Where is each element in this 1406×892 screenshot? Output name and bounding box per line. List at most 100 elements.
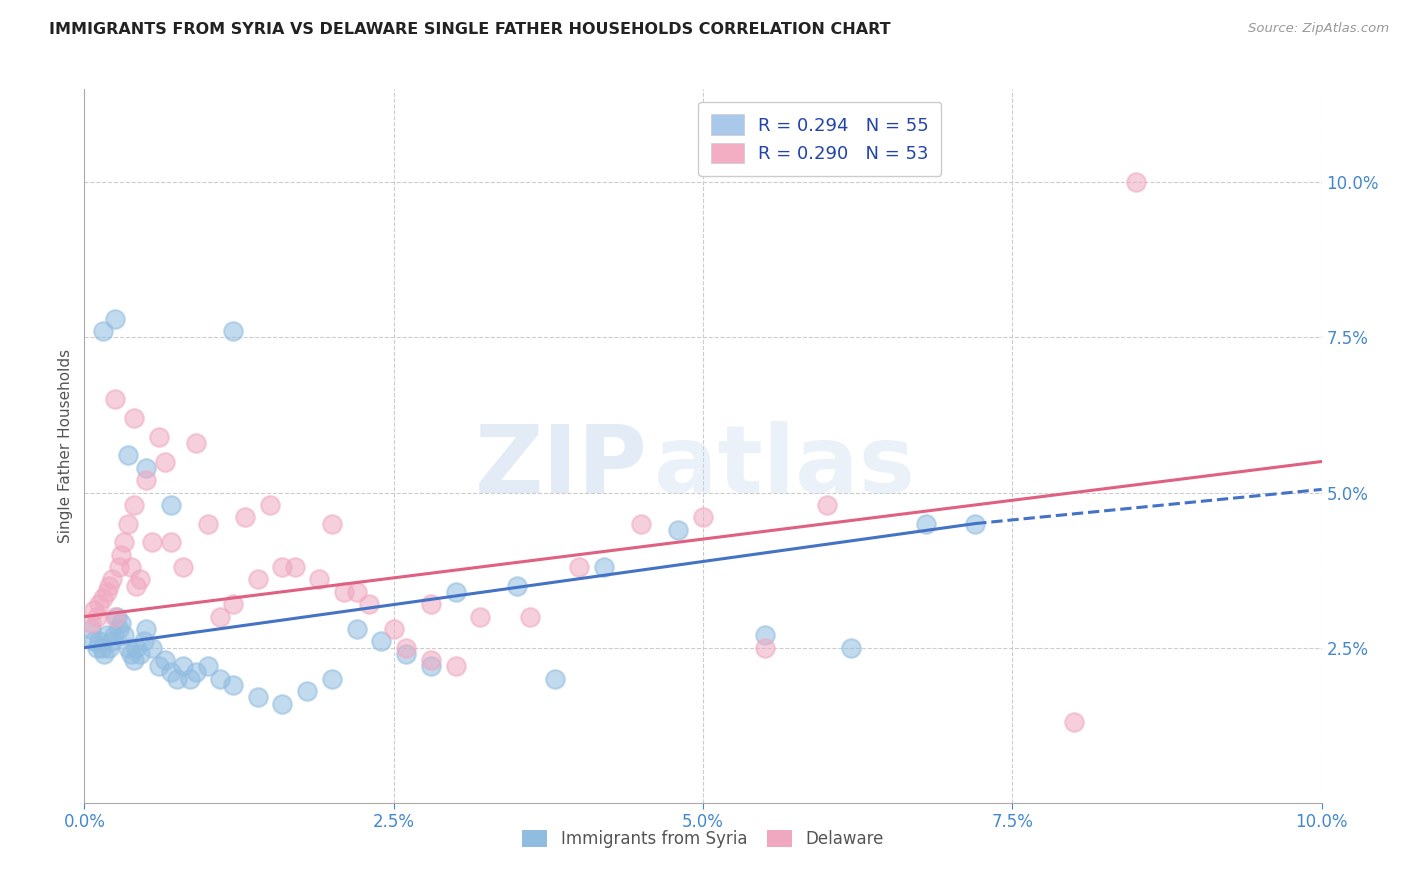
Point (841, 640, 863, 655)
Point (333, 584, 356, 599)
Point (179, 672, 201, 686)
Point (98, 579, 121, 593)
Point (630, 516, 652, 531)
Point (568, 560, 591, 574)
Point (89, 634, 111, 648)
Point (105, 609, 128, 624)
Y-axis label: Single Father Households: Single Father Households (58, 349, 73, 543)
Point (122, 411, 145, 425)
Point (125, 640, 148, 655)
Point (1063, 715, 1085, 730)
Point (160, 535, 183, 549)
Point (86, 609, 108, 624)
Text: IMMIGRANTS FROM SYRIA VS DELAWARE SINGLE FATHER HOUSEHOLDS CORRELATION CHART: IMMIGRANTS FROM SYRIA VS DELAWARE SINGLE… (49, 22, 891, 37)
Point (148, 430, 170, 444)
Point (104, 311, 127, 326)
Point (295, 684, 318, 698)
Point (120, 647, 142, 661)
Point (271, 560, 294, 574)
Point (108, 622, 131, 636)
Point (593, 560, 616, 574)
Point (96, 628, 118, 642)
Point (1125, 175, 1147, 189)
Point (246, 690, 269, 705)
Point (184, 665, 207, 680)
Point (86, 640, 108, 655)
Text: Source: ZipAtlas.com: Source: ZipAtlas.com (1249, 22, 1389, 36)
Point (108, 560, 131, 574)
Point (153, 454, 176, 468)
Point (112, 535, 135, 549)
Point (100, 634, 122, 648)
Point (135, 622, 157, 636)
Point (382, 622, 405, 636)
Point (122, 653, 145, 667)
Point (444, 659, 467, 673)
Point (79, 615, 101, 630)
Point (110, 548, 132, 562)
Point (419, 659, 441, 673)
Point (83, 634, 105, 648)
Point (259, 498, 281, 512)
Point (117, 448, 139, 462)
Point (104, 392, 127, 407)
Point (135, 460, 157, 475)
Point (519, 609, 541, 624)
Point (98, 640, 121, 655)
Point (153, 653, 176, 667)
Point (965, 516, 987, 531)
Point (141, 535, 163, 549)
Point (321, 672, 343, 686)
Point (79, 622, 101, 636)
Point (125, 579, 148, 593)
Point (506, 579, 529, 593)
Point (209, 672, 232, 686)
Legend: Immigrants from Syria, Delaware: Immigrants from Syria, Delaware (516, 823, 890, 855)
Point (89, 597, 111, 611)
Point (166, 672, 188, 686)
Point (160, 498, 183, 512)
Point (122, 498, 145, 512)
Point (419, 597, 441, 611)
Point (197, 659, 219, 673)
Point (209, 609, 232, 624)
Point (135, 473, 157, 487)
Point (692, 510, 714, 524)
Point (132, 634, 155, 648)
Point (141, 640, 163, 655)
Point (395, 647, 418, 661)
Point (346, 584, 368, 599)
Point (395, 640, 418, 655)
Point (543, 672, 565, 686)
Point (160, 665, 183, 680)
Point (754, 628, 776, 642)
Point (370, 634, 392, 648)
Point (470, 609, 492, 624)
Point (321, 516, 343, 531)
Point (246, 573, 269, 587)
Point (914, 516, 936, 531)
Point (148, 659, 170, 673)
Text: atlas: atlas (654, 421, 914, 514)
Point (129, 647, 152, 661)
Point (117, 640, 139, 655)
Point (419, 653, 441, 667)
Point (222, 324, 245, 338)
Point (103, 628, 125, 642)
Point (357, 597, 380, 611)
Point (346, 622, 368, 636)
Point (91, 591, 114, 605)
Point (444, 584, 467, 599)
Point (271, 697, 294, 711)
Point (83, 603, 105, 617)
Point (93, 647, 115, 661)
Point (90, 640, 112, 655)
Point (233, 510, 256, 524)
Text: ZIP: ZIP (474, 421, 647, 514)
Point (754, 640, 776, 655)
Point (100, 573, 122, 587)
Point (308, 573, 330, 587)
Point (666, 523, 689, 537)
Point (110, 615, 132, 630)
Point (815, 498, 838, 512)
